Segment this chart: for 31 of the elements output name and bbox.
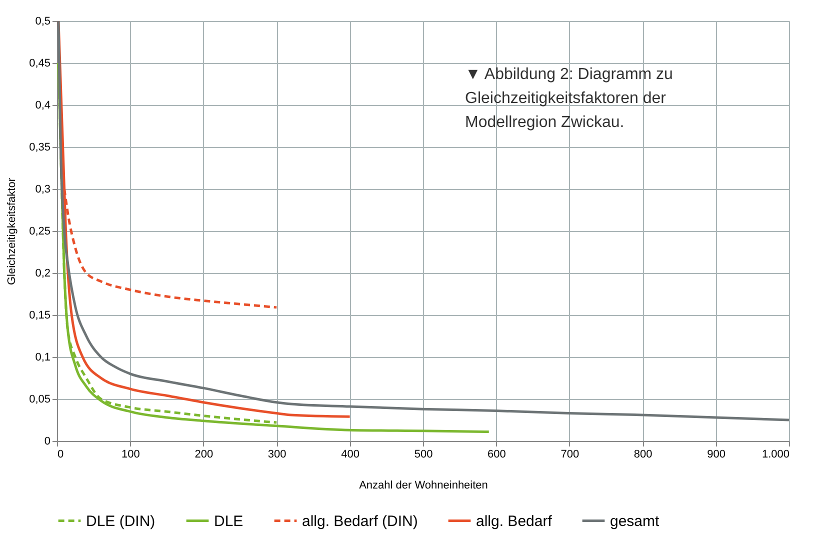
- annotation: ▼ Abbildung 2: Diagramm zu Gleichzeitigkeitsfaktoren der Modellregion Zwickau.: [465, 66, 673, 131]
- y-tick-label: 0,1: [35, 352, 50, 364]
- x-tick-label: 700: [560, 448, 580, 460]
- x-tick-label: 0: [58, 448, 64, 460]
- x-tick-label: 500: [414, 448, 433, 460]
- y-tick-label: 0,15: [29, 310, 50, 322]
- legend-label: allg. Bedarf: [476, 512, 553, 530]
- x-tick-label: 900: [707, 448, 726, 460]
- y-tick-label: 0: [44, 436, 50, 448]
- x-tick-label: 800: [634, 448, 652, 460]
- legend-label: DLE (DIN): [86, 512, 156, 530]
- y-tick-label: 0,5: [35, 16, 50, 28]
- legend-label: allg. Bedarf (DIN): [302, 512, 418, 530]
- x-tick-label: 200: [194, 448, 214, 460]
- y-axis-title: Gleichzeitigkeitsfaktor: [6, 178, 18, 285]
- y-tick-label: 0,35: [29, 142, 50, 154]
- y-tick-label: 0,2: [35, 268, 50, 280]
- x-tick-label: 400: [341, 448, 360, 460]
- y-tick-label: 0,45: [29, 58, 50, 70]
- line-series: [63, 188, 278, 309]
- y-tick-label: 0,25: [29, 226, 50, 238]
- x-tick-label: 600: [488, 448, 506, 460]
- x-axis-title: Anzahl der Wohneinheiten: [359, 480, 488, 492]
- x-tick-label: 100: [122, 448, 140, 460]
- y-tick-label: 0,3: [35, 184, 50, 196]
- legend-label: gesamt: [610, 512, 660, 530]
- y-tick-label: 0,05: [29, 394, 50, 406]
- y-tick-label: 0,4: [35, 100, 50, 112]
- x-tick-label: 1.000: [762, 448, 790, 460]
- x-tick-label: 300: [268, 448, 286, 460]
- legend-label: DLE: [214, 512, 244, 530]
